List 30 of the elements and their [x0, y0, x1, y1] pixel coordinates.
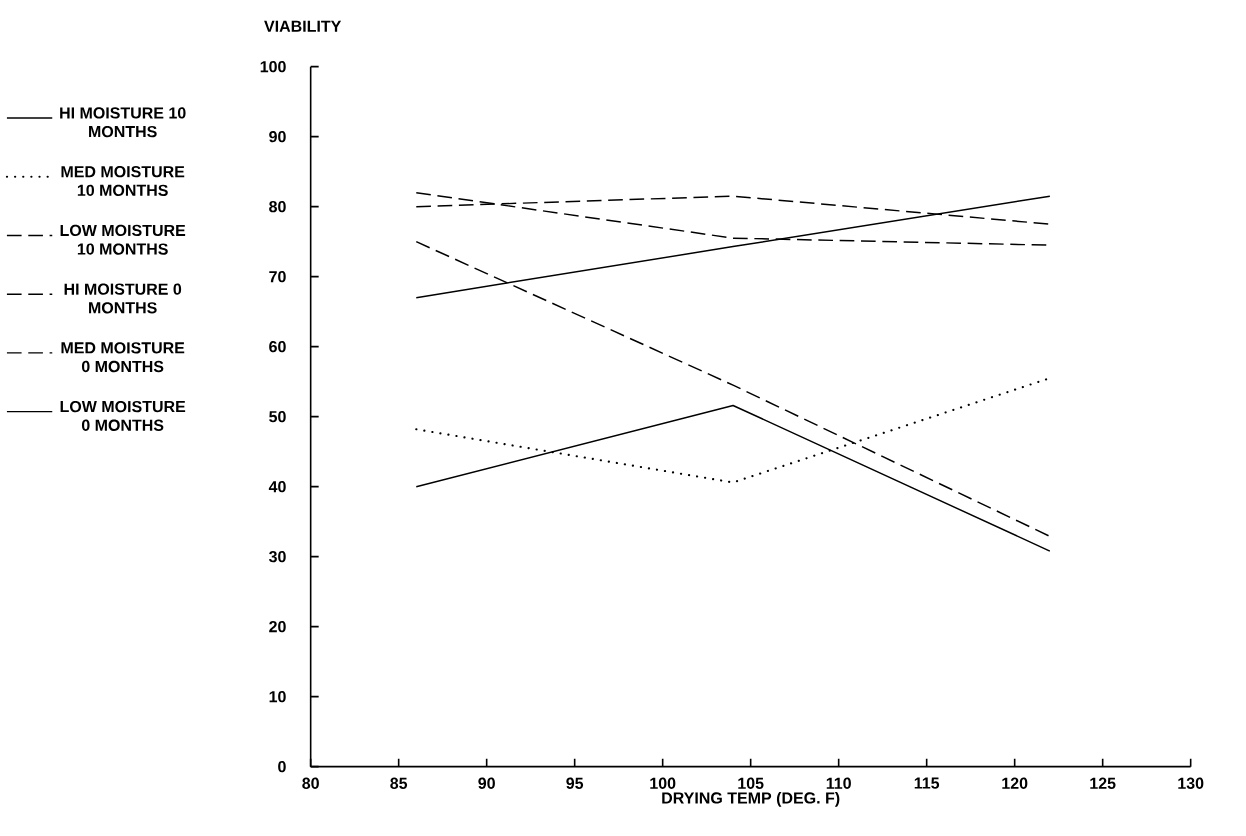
x-tick-label: 80	[302, 777, 319, 789]
legend-label: HI MOISTURE 10 MONTHS	[60, 107, 186, 138]
y-tick-label: 90	[269, 131, 286, 143]
x-axis-title: DRYING TEMP (DEG. F)	[662, 791, 840, 807]
x-tick-label: 115	[914, 777, 940, 789]
x-tick-label: 85	[390, 777, 408, 789]
x-tick-label: 125	[1090, 777, 1116, 789]
y-tick-label: 60	[269, 341, 286, 353]
y-tick-label: 40	[268, 481, 286, 493]
y-tick-label: 10	[269, 691, 286, 703]
legend-label: LOW MOISTURE 10 MONTHS	[60, 224, 186, 255]
y-axis-title: VIABILITY	[264, 20, 342, 32]
y-tick-label: 20	[269, 621, 286, 633]
y-tick-label: 70	[269, 271, 286, 283]
y-tick-label: 30	[268, 550, 286, 563]
x-tick-label: 105	[738, 777, 764, 789]
legend-label: MED MOISTURE 10 MONTHS	[61, 166, 185, 196]
x-tick-label: 110	[826, 777, 851, 789]
y-tick-label: 80	[269, 201, 286, 213]
x-tick-label: 100	[650, 777, 676, 789]
x-tick-label: 120	[1002, 777, 1028, 789]
x-tick-label: 130	[1178, 777, 1204, 789]
y-tick-label: 100	[260, 61, 286, 73]
x-tick-label: 95	[566, 777, 584, 789]
y-tick-label: 0	[278, 761, 286, 773]
legend-label: MED MOISTURE 0 MONTHS	[61, 342, 185, 373]
y-tick-label: 50	[269, 411, 286, 423]
legend-label: LOW MOISTURE 0 MONTHS	[60, 400, 186, 431]
x-tick-label: 90	[478, 777, 495, 789]
legend-label: HI MOISTURE 0 MONTHS	[64, 283, 182, 314]
